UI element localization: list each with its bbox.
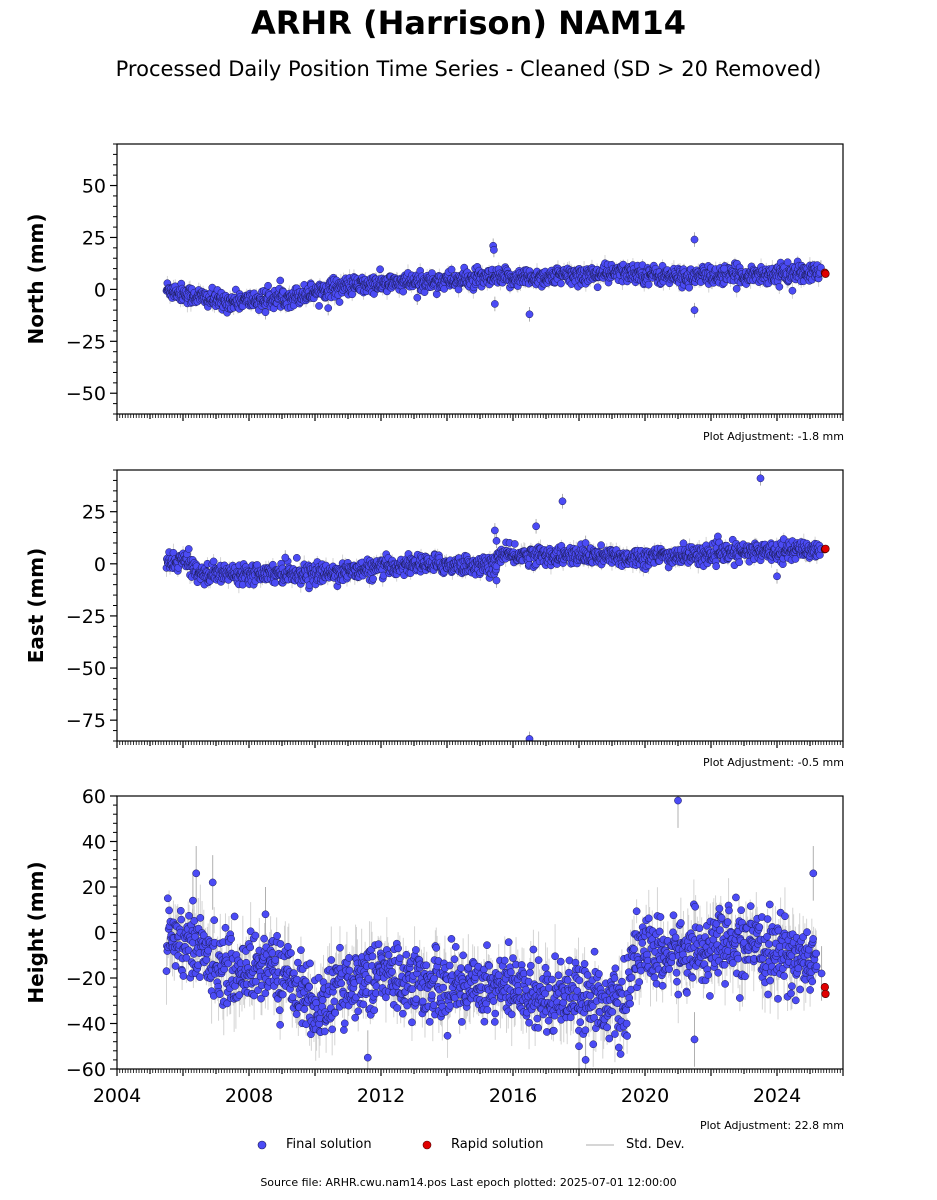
y-axis-label: North (mm)	[24, 213, 48, 344]
final-point	[209, 557, 218, 566]
final-point	[261, 308, 270, 317]
final-point	[369, 574, 377, 583]
final-point	[413, 293, 422, 302]
y-tick-label: −25	[66, 606, 106, 628]
final-point	[281, 553, 290, 562]
final-point	[271, 578, 279, 587]
final-point	[264, 281, 272, 290]
final-point	[376, 265, 384, 274]
final-point	[525, 735, 534, 741]
plot-area	[162, 232, 830, 322]
final-point	[292, 554, 301, 562]
final-point	[720, 264, 729, 273]
final-point	[557, 279, 565, 288]
rapid-point	[821, 269, 830, 278]
final-point	[712, 562, 721, 571]
final-point	[690, 235, 699, 244]
y-tick-label: 0	[94, 279, 106, 301]
final-point	[597, 541, 605, 549]
y-tick-label: −50	[66, 383, 106, 405]
chart-subtitle: Processed Daily Position Time Series - C…	[115, 57, 822, 81]
final-point	[775, 282, 784, 291]
final-point	[732, 284, 741, 293]
final-point	[447, 265, 456, 274]
final-point	[335, 298, 344, 306]
final-points	[162, 235, 825, 319]
final-point	[558, 497, 567, 506]
final-point	[315, 302, 323, 310]
plot-area	[162, 471, 830, 741]
final-point	[791, 555, 800, 563]
y-tick-label: −50	[66, 658, 106, 680]
axes-frame	[116, 469, 844, 742]
final-points	[162, 474, 825, 741]
final-point	[735, 558, 744, 567]
final-point	[491, 300, 499, 308]
final-point	[783, 258, 792, 267]
chart-title: ARHR (Harrison) NAM14	[251, 4, 686, 42]
final-point	[532, 522, 540, 531]
final-point	[492, 537, 501, 545]
final-point	[492, 576, 501, 585]
y-tick-label: −75	[66, 710, 106, 732]
y-tick-label: 0	[94, 554, 106, 576]
final-point	[690, 306, 699, 315]
y-tick-label: 25	[82, 502, 106, 524]
panel-0: −50 −25 0 25 50 North (mm)	[24, 143, 844, 421]
final-point	[184, 545, 193, 553]
final-point	[432, 290, 441, 299]
final-point	[756, 474, 765, 483]
stddev-bars	[166, 471, 822, 741]
final-point	[644, 280, 653, 289]
y-tick-label: 50	[82, 176, 106, 198]
final-point	[788, 286, 797, 295]
final-point	[491, 526, 499, 535]
rapid-point	[821, 544, 830, 553]
y-tick-label: 25	[82, 227, 106, 249]
final-point	[685, 283, 693, 292]
final-point	[593, 283, 602, 292]
final-point	[399, 287, 408, 296]
y-tick-label: −25	[66, 331, 106, 353]
final-point	[276, 276, 285, 285]
final-point	[324, 304, 333, 312]
final-point	[773, 572, 781, 581]
final-point	[581, 539, 590, 547]
final-point	[525, 310, 534, 319]
final-point	[490, 246, 498, 254]
final-point	[510, 540, 519, 548]
